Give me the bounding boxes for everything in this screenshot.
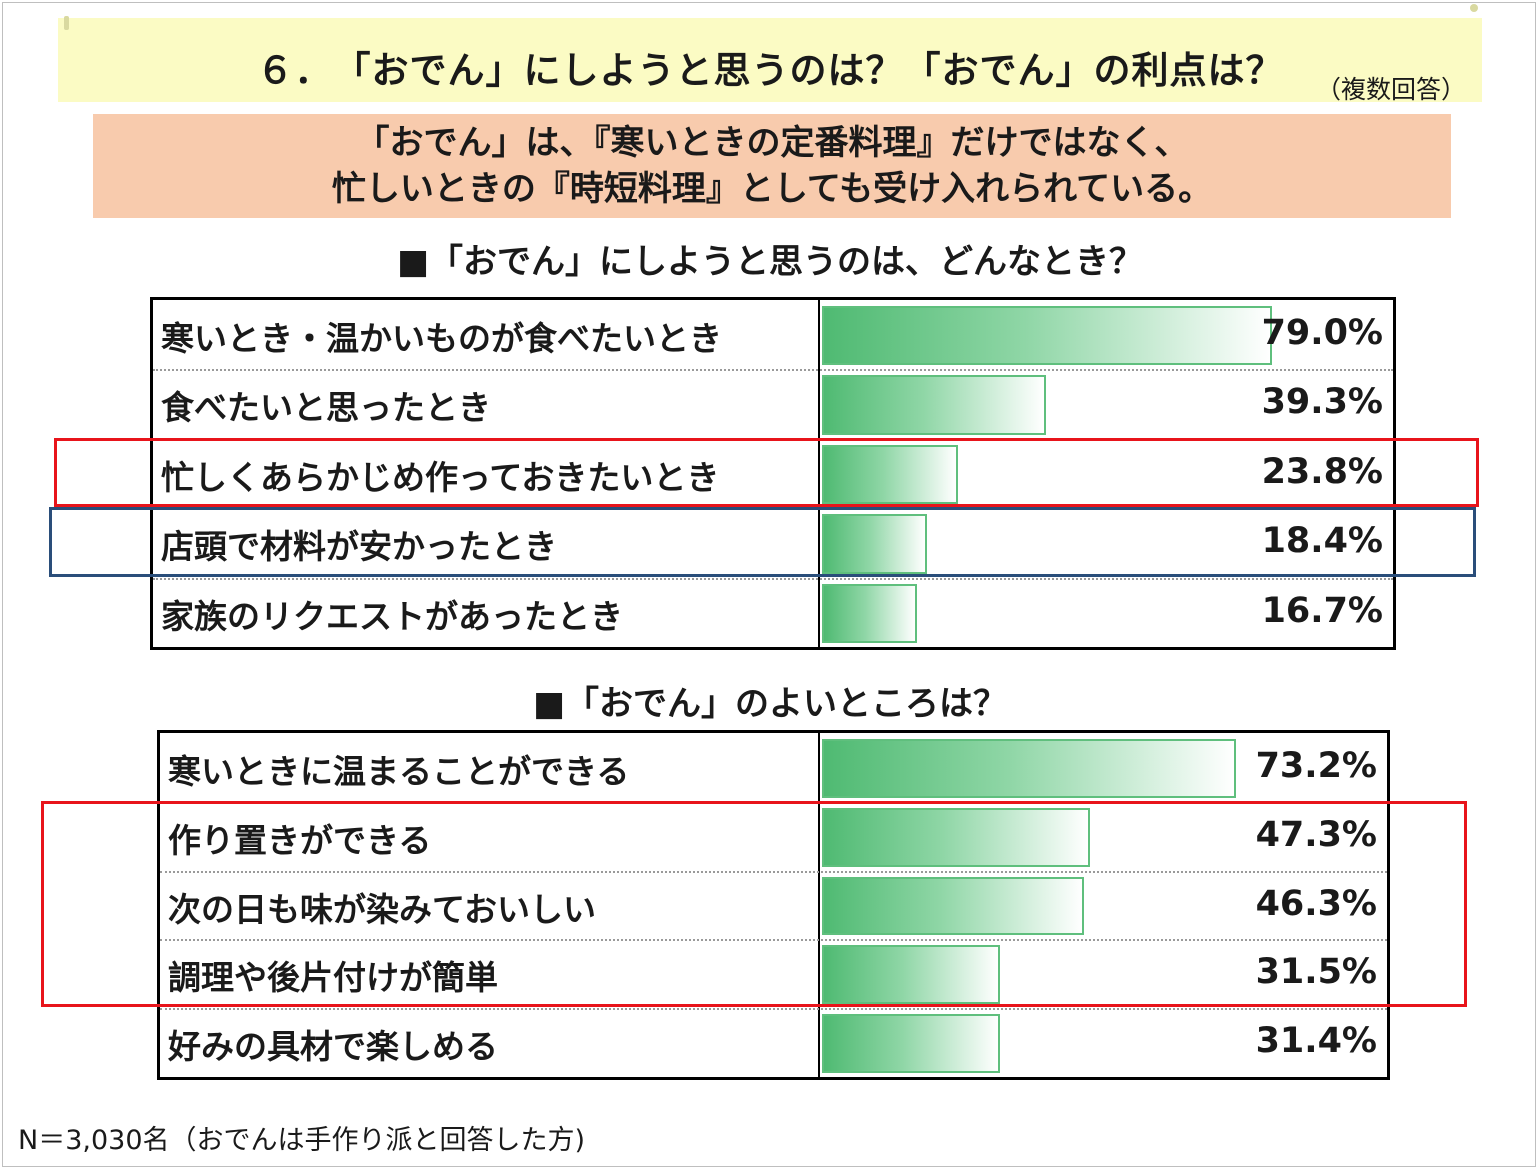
category-label: 寒いときに温まることができる bbox=[168, 752, 630, 791]
column-divider bbox=[818, 300, 820, 647]
bar bbox=[822, 375, 1046, 435]
category-label: 寒いとき・温かいものが食べたいとき bbox=[161, 319, 722, 358]
decor-mark bbox=[1470, 4, 1478, 12]
chart-2-title: ■「おでん」のよいところは？ bbox=[532, 684, 1008, 724]
category-label: 次の日も味が染みておいしい bbox=[168, 889, 597, 929]
value-label: 16.7% bbox=[1261, 590, 1383, 631]
summary-line-1: 「おでん」は、『寒いときの定番料理』だけではなく、 bbox=[355, 123, 1189, 163]
value-label: 79.0% bbox=[1261, 313, 1383, 353]
category-label: 調理や後片付けが簡単 bbox=[168, 958, 498, 998]
decor-mark bbox=[64, 16, 69, 30]
value-label: 46.3% bbox=[1255, 883, 1377, 924]
row-separator bbox=[160, 801, 1387, 804]
chart-1-table: 寒いとき・温かいものが食べたいとき 79.0% 食べたいと思ったとき 39.3% 忙しく… bbox=[150, 297, 1396, 650]
category-label: 食べたいと思ったとき bbox=[161, 388, 491, 428]
value-label: 39.3% bbox=[1261, 382, 1383, 423]
category-label: 家族のリクエストがあったとき bbox=[161, 596, 623, 636]
value-label: 31.4% bbox=[1255, 1021, 1377, 1062]
row-separator bbox=[160, 870, 1387, 873]
category-label: 忙しくあらかじめ作っておきたいとき bbox=[161, 457, 720, 497]
bar bbox=[822, 514, 927, 574]
value-label: 31.5% bbox=[1255, 952, 1377, 993]
row-separator bbox=[153, 369, 1393, 372]
category-label: 好みの具材で楽しめる bbox=[168, 1027, 498, 1067]
row-separator bbox=[153, 508, 1393, 511]
value-label: 73.2% bbox=[1255, 746, 1377, 786]
row-separator bbox=[153, 438, 1393, 441]
bar bbox=[822, 739, 1237, 798]
summary-line-2: 忙しいときの『時短料理』としても受け入れられている。 bbox=[331, 169, 1213, 209]
row-separator bbox=[160, 1008, 1387, 1011]
summary-banner: 「おでん」は、『寒いときの定番料理』だけではなく、 忙しいときの『時短料理』とし… bbox=[93, 114, 1451, 218]
row-separator bbox=[153, 577, 1393, 580]
bar bbox=[822, 945, 1001, 1005]
category-label: 店頭で材料が安かったとき bbox=[161, 527, 557, 567]
column-divider bbox=[818, 733, 820, 1077]
page-title: ６． 「おでん」にしようと思うのは？「おでん」の利点は？ bbox=[256, 49, 1284, 92]
bar bbox=[822, 1014, 1000, 1073]
chart-2-table: 寒いときに温まることができる 73.2% 作り置きができる 47.3% 次の日も味が染み… bbox=[157, 730, 1390, 1080]
value-label: 23.8% bbox=[1261, 451, 1383, 492]
row-separator bbox=[160, 939, 1387, 942]
category-label: 作り置きができる bbox=[168, 820, 432, 860]
bar bbox=[822, 444, 958, 505]
value-label: 47.3% bbox=[1255, 814, 1377, 855]
bar bbox=[822, 306, 1273, 366]
footnote: N＝3,030名（おでんは手作り派と回答した方) bbox=[18, 1125, 586, 1156]
title-banner: ６． 「おでん」にしようと思うのは？「おでん」の利点は？ （複数回答） bbox=[58, 18, 1482, 104]
value-label: 18.4% bbox=[1261, 521, 1383, 562]
title-note: （複数回答） bbox=[1315, 75, 1466, 104]
chart-1-title: ■「おでん」にしようと思うのは、どんなとき？ bbox=[396, 242, 1144, 282]
bar bbox=[822, 807, 1090, 867]
bar bbox=[822, 876, 1085, 936]
bar bbox=[822, 583, 918, 643]
